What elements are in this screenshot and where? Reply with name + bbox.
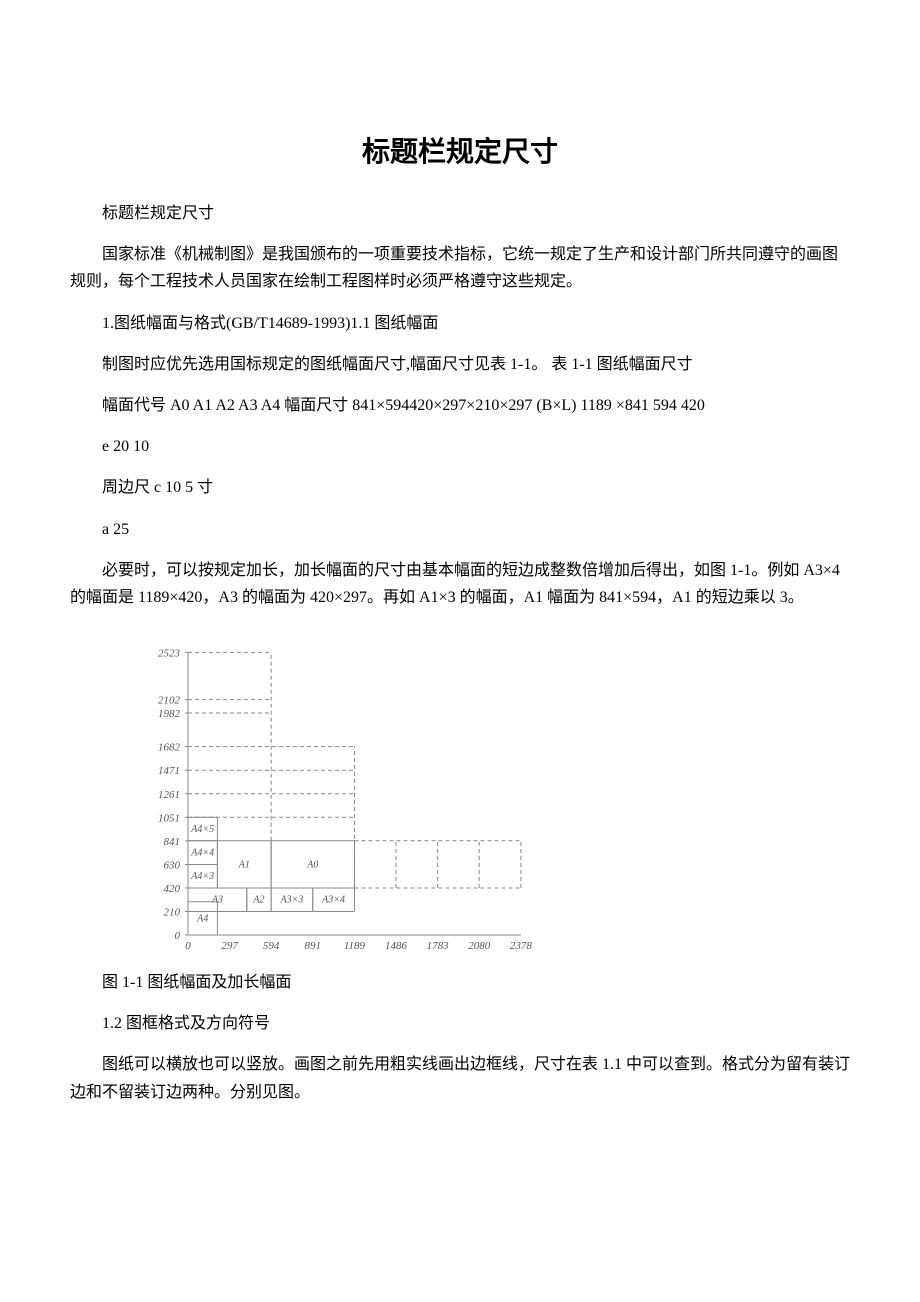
svg-text:2102: 2102 <box>158 695 181 707</box>
paragraph-subtitle: 标题栏规定尺寸 <box>70 200 850 227</box>
paper-format-diagram: 0 210 420 630 841 1051 1261 1471 1682 19822102 252… <box>138 625 538 955</box>
svg-text:2378: 2378 <box>510 940 533 952</box>
svg-text:1189: 1189 <box>344 940 366 952</box>
svg-text:1982: 1982 <box>158 708 181 720</box>
svg-text:841: 841 <box>164 836 181 848</box>
svg-text:A2: A2 <box>252 895 264 906</box>
paragraph-table-row3: 周边尺 c 10 5 寸 <box>70 474 850 501</box>
svg-text:297: 297 <box>221 940 238 952</box>
paragraph-table-row4: a 25 <box>70 516 850 543</box>
svg-text:594: 594 <box>263 940 280 952</box>
svg-text:1261: 1261 <box>158 789 180 801</box>
svg-text:A4×3: A4×3 <box>190 871 214 882</box>
svg-text:0: 0 <box>175 930 181 942</box>
svg-text:A0: A0 <box>306 859 318 870</box>
svg-text:2080: 2080 <box>468 940 491 952</box>
svg-text:210: 210 <box>164 907 181 919</box>
svg-text:2523: 2523 <box>158 647 181 659</box>
svg-text:A1: A1 <box>238 859 250 870</box>
figure-caption: 图 1-1 图纸幅面及加长幅面 <box>70 969 850 996</box>
svg-text:1051: 1051 <box>158 812 180 824</box>
svg-text:1783: 1783 <box>427 940 450 952</box>
paragraph-table-intro: 制图时应优先选用国标规定的图纸幅面尺寸,幅面尺寸见表 1-1。 表 1-1 图纸… <box>70 351 850 378</box>
svg-text:1486: 1486 <box>385 940 408 952</box>
svg-text:A4×4: A4×4 <box>190 848 214 859</box>
svg-text:A3×3: A3×3 <box>280 895 304 906</box>
paragraph-extension: 必要时，可以按规定加长，加长幅面的尺寸由基本幅面的短边成整数倍增加后得出，如图 … <box>70 557 850 611</box>
svg-text:A3×4: A3×4 <box>321 895 345 906</box>
paragraph-intro: 国家标准《机械制图》是我国颁布的一项重要技术指标，它统一规定了生产和设计部门所共… <box>70 241 850 295</box>
page-title: 标题栏规定尺寸 <box>70 130 850 170</box>
svg-text:630: 630 <box>164 860 181 872</box>
paragraph-table-row1: 幅面代号 A0 A1 A2 A3 A4 幅面尺寸 841×594420×297×… <box>70 392 850 419</box>
svg-text:1682: 1682 <box>158 742 181 754</box>
svg-text:A4×5: A4×5 <box>190 824 214 835</box>
figure-1-1: 0 210 420 630 841 1051 1261 1471 1682 19822102 252… <box>138 625 850 955</box>
paragraph-frame-format: 图纸可以横放也可以竖放。画图之前先用粗实线画出边框线，尺寸在表 1.1 中可以查… <box>70 1051 850 1105</box>
svg-text:420: 420 <box>164 883 181 895</box>
svg-text:0: 0 <box>185 940 191 952</box>
svg-text:A4: A4 <box>196 913 208 924</box>
svg-text:A3: A3 <box>211 895 223 906</box>
paragraph-section1: 1.图纸幅面与格式(GB/T14689-1993)1.1 图纸幅面 <box>70 310 850 337</box>
paragraph-section12: 1.2 图框格式及方向符号 <box>70 1010 850 1037</box>
svg-text:1471: 1471 <box>158 765 180 777</box>
svg-text:891: 891 <box>304 940 321 952</box>
paragraph-table-row2: e 20 10 <box>70 433 850 460</box>
